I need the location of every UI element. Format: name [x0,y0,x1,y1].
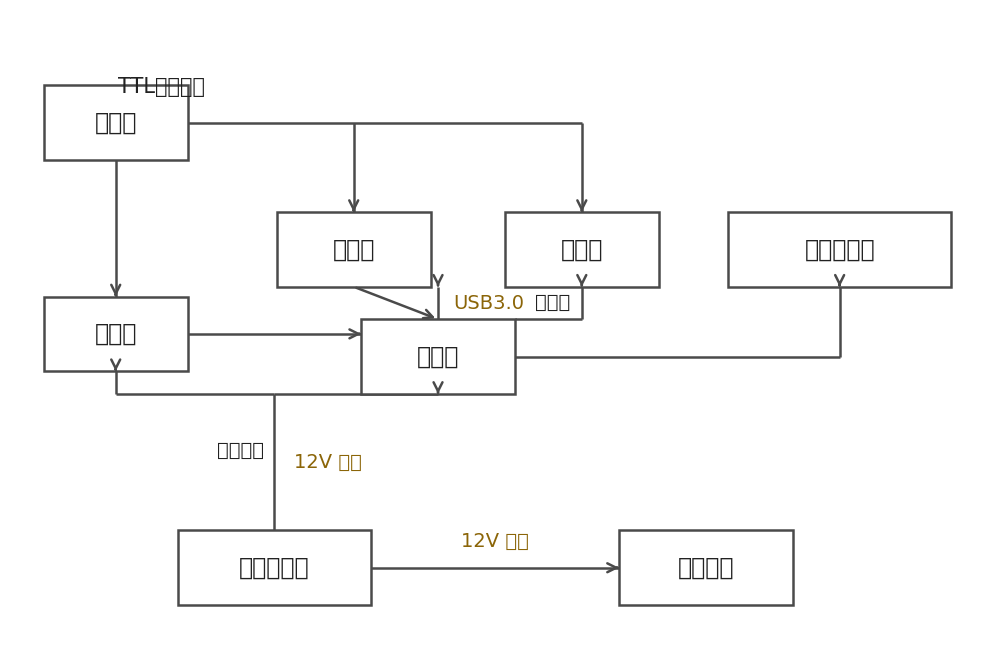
Text: 锂电池电源: 锂电池电源 [239,556,310,580]
Text: 12V 供电: 12V 供电 [294,453,362,472]
Bar [361,319,515,394]
Bar [728,212,951,287]
Text: 编码器: 编码器 [95,322,137,346]
Text: 工控机: 工控机 [417,345,459,368]
Text: 综合计算机: 综合计算机 [804,238,875,261]
Bar [277,212,431,287]
Bar [44,86,188,160]
Text: 右相机: 右相机 [561,238,603,261]
Text: USB3.0: USB3.0 [453,293,524,313]
Bar [619,530,793,605]
Bar [44,297,188,371]
Text: 左相机: 左相机 [333,238,375,261]
Text: TTL脉冲信号: TTL脉冲信号 [118,77,205,97]
Text: 计数卡: 计数卡 [95,111,137,135]
Text: 12V 供电: 12V 供电 [461,532,529,551]
Text: 降压模块: 降压模块 [217,442,264,461]
Text: 线激光器: 线激光器 [678,556,734,580]
Bar [178,530,371,605]
Text: 以太网: 以太网 [535,293,570,312]
Bar [505,212,659,287]
